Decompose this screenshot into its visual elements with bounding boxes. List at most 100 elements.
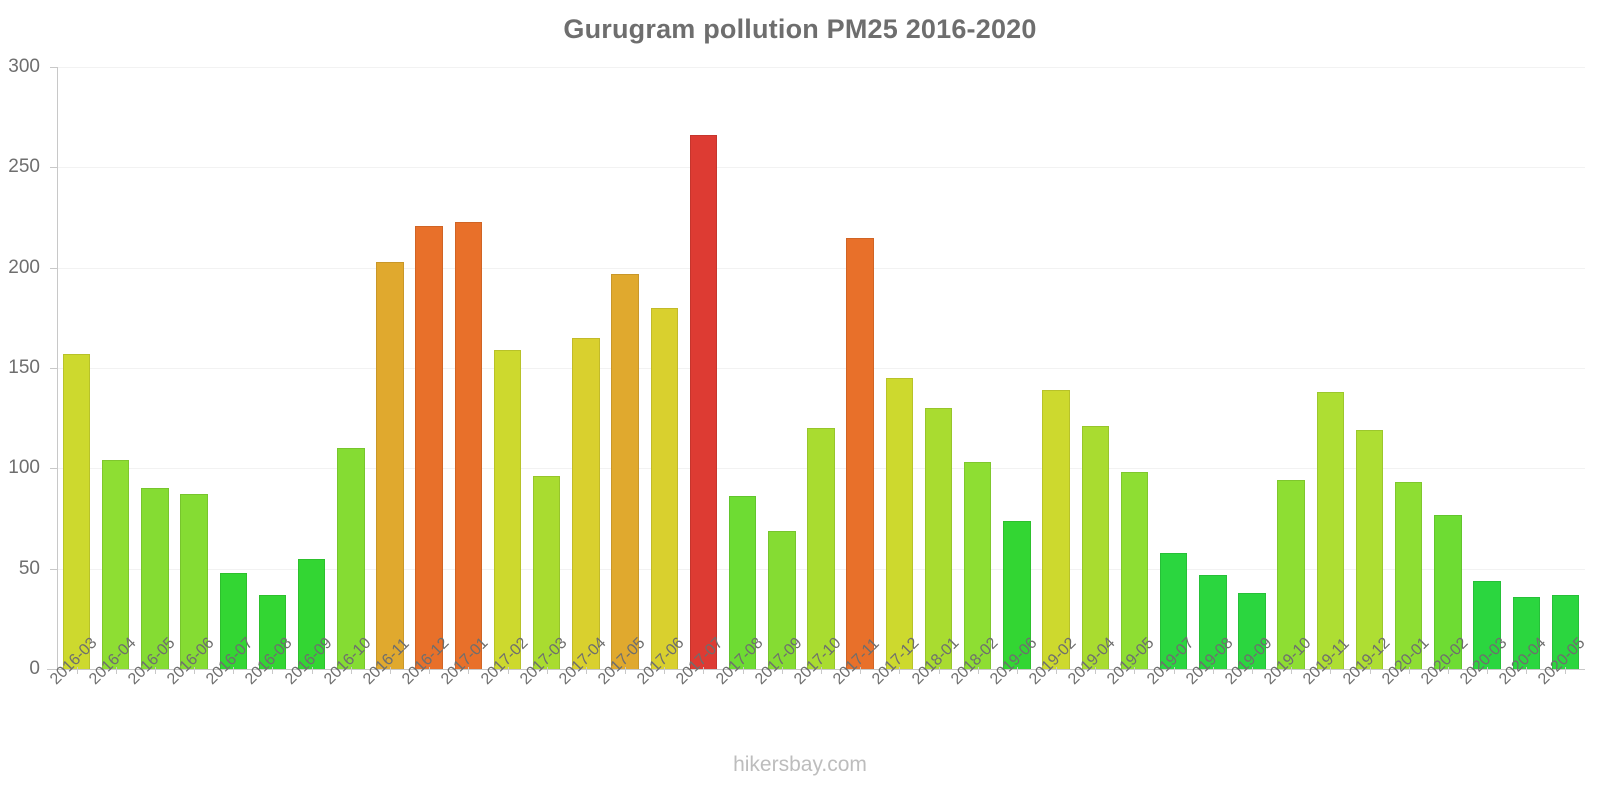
bar[interactable] (1042, 390, 1070, 669)
bar[interactable] (141, 488, 169, 669)
x-tick-mark (1016, 667, 1018, 674)
x-tick-mark (1447, 667, 1449, 674)
bar[interactable] (689, 135, 718, 669)
bar[interactable] (1159, 552, 1188, 669)
bar[interactable] (337, 448, 365, 669)
x-tick-mark (1526, 667, 1528, 674)
y-tick-label: 250 (8, 156, 40, 178)
chart-title: Gurugram pollution PM25 2016-2020 (563, 14, 1037, 44)
x-tick-mark (194, 667, 196, 674)
x-tick-mark (1369, 667, 1371, 674)
x-tick-mark (703, 667, 705, 674)
x-tick-mark (1251, 667, 1253, 674)
plot-area: 0 50 100 150 200 250 300 (8, 56, 1585, 679)
x-tick-mark (390, 667, 392, 674)
x-tick-mark (115, 667, 117, 674)
bar[interactable] (846, 237, 874, 669)
x-tick-mark (350, 667, 352, 674)
bar[interactable] (1081, 426, 1109, 669)
x-tick-mark (468, 667, 470, 674)
x-tick-mark (625, 667, 627, 674)
x-tick-mark (272, 667, 274, 674)
x-tick-mark (821, 667, 822, 674)
footer-credit: hikersbay.com (733, 753, 867, 776)
x-tick-mark (585, 667, 587, 674)
x-tick-mark (1408, 667, 1410, 674)
y-axis-line (57, 67, 58, 669)
bar[interactable] (1473, 580, 1501, 669)
bar[interactable] (1316, 392, 1345, 669)
x-tick-mark (76, 667, 78, 674)
x-tick-mark (1291, 667, 1293, 674)
x-tick-mark (1330, 667, 1332, 674)
bar[interactable] (924, 408, 953, 669)
x-tick-mark (311, 667, 313, 674)
bar[interactable] (1551, 594, 1580, 669)
bar[interactable] (1394, 482, 1423, 669)
gridline (57, 267, 1585, 269)
bar[interactable] (533, 476, 561, 669)
gridline (57, 368, 1585, 369)
bar[interactable] (650, 307, 678, 669)
bar[interactable] (102, 460, 130, 669)
y-tick-label: 150 (8, 357, 40, 378)
bar[interactable] (1199, 574, 1227, 669)
bar[interactable] (1277, 480, 1305, 669)
bar[interactable] (1434, 514, 1462, 669)
bar[interactable] (376, 261, 404, 669)
y-tick-label: 200 (8, 256, 40, 278)
bar[interactable] (180, 494, 208, 669)
y-tick-mark (50, 468, 57, 470)
plot-frame: 0 50 100 150 200 250 300 (8, 56, 1585, 679)
x-tick-mark (1134, 667, 1136, 674)
bar[interactable] (572, 337, 600, 669)
x-tick-mark (1487, 667, 1489, 674)
y-tick-mark (50, 267, 57, 269)
y-tick-label: 300 (8, 56, 40, 77)
gridline (57, 167, 1585, 169)
y-tick-mark (50, 669, 57, 670)
bar[interactable] (1003, 520, 1031, 669)
y-tick-label: 100 (8, 457, 40, 479)
bar[interactable] (454, 221, 483, 669)
y-tick-label: 50 (18, 557, 40, 579)
bar[interactable] (964, 462, 992, 669)
bar[interactable] (885, 378, 914, 669)
bar[interactable] (768, 530, 796, 669)
y-tick-mark (50, 568, 57, 570)
bar[interactable] (1355, 430, 1384, 669)
bar[interactable] (807, 428, 835, 669)
x-tick-mark (429, 667, 431, 674)
bar-series (57, 67, 1585, 669)
bar[interactable] (1238, 592, 1266, 669)
x-tick-mark (1173, 667, 1175, 674)
x-tick-mark (664, 667, 666, 674)
x-tick-mark (233, 667, 235, 674)
gridline (57, 67, 1585, 68)
x-tick-mark (977, 667, 979, 674)
x-tick-mark (860, 667, 862, 674)
x-tick-mark (546, 667, 548, 674)
x-tick-mark (1056, 667, 1058, 674)
bar[interactable] (728, 496, 757, 669)
x-tick-mark (781, 667, 783, 674)
x-tick-mark (1095, 667, 1097, 674)
bar[interactable] (1120, 472, 1149, 669)
y-tick-label: 0 (29, 658, 40, 679)
x-tick-mark (507, 667, 509, 674)
bar[interactable] (1512, 596, 1540, 669)
y-tick-mark (50, 67, 57, 68)
bar[interactable] (62, 353, 91, 669)
bar[interactable] (258, 594, 287, 669)
y-tick-mark (50, 368, 57, 369)
bar[interactable] (493, 349, 522, 669)
bar[interactable] (219, 572, 248, 669)
bar[interactable] (415, 225, 443, 669)
bar[interactable] (297, 558, 326, 669)
bar[interactable] (611, 273, 639, 669)
x-tick-mark (938, 667, 940, 674)
x-tick-mark (1212, 667, 1214, 674)
x-tick-mark (899, 667, 901, 674)
x-tick-mark (154, 667, 156, 674)
